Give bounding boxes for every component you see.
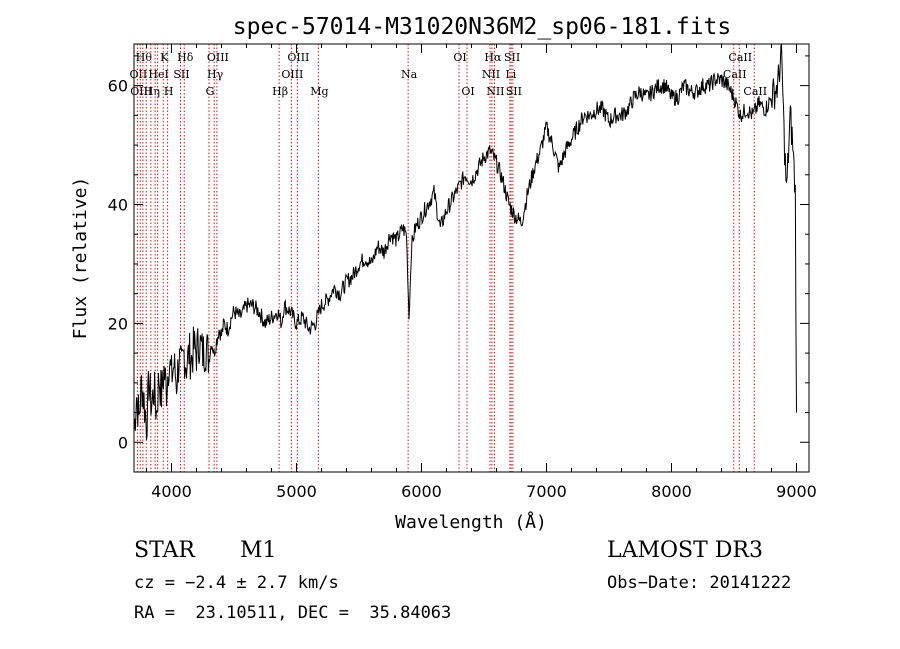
spectral-line-label: OIII [281,68,303,81]
spectral-lines-layer: OII OIII Hθ Hη HeI K H SII Hδ G Hγ OIII Hβ OIII OIII Mg… [130,44,767,472]
spectral-line-label: SII [504,51,520,64]
observation-date: Obs−Date: 20141222 [607,573,792,593]
y-tick-label: 60 [108,77,128,96]
spectral-line-label: Na [401,68,418,81]
y-axis-label: Flux (relative) [70,177,91,340]
x-tick-label: 9000 [776,482,817,501]
survey-name: LAMOST DR3 [607,538,763,563]
spectral-line-label: Hα [484,51,502,64]
x-tick-label: 8000 [651,482,692,501]
object-subclass: M1 [240,538,277,563]
y-tick-label: 0 [118,433,128,452]
spectral-line-label: CaII [728,51,752,64]
spectral-line-label: CaII [743,85,767,98]
spectral-line-label: OI [461,85,474,98]
spectral-line-label: OI [453,51,466,64]
axes-layer: 4000 5000 6000 7000 8000 9000 0 20 40 60 [108,44,817,501]
x-tick-label: 6000 [401,482,442,501]
x-axis-label: Wavelength (Å) [395,511,547,533]
spectral-line-label: Hβ [272,85,288,98]
series-layer [133,43,797,440]
object-class: STAR [134,538,195,563]
x-tick-label: 5000 [276,482,317,501]
spectral-line-label: G [206,85,215,98]
spectral-line-label: Hγ [207,68,224,81]
spectral-line-label: OIII [207,51,229,64]
y-tick-label: 20 [108,314,128,333]
spectral-line-label: Hθ [136,51,153,64]
coordinates: RA = 23.10511, DEC = 35.84063 [134,603,452,623]
x-tick-label: 7000 [526,482,567,501]
spectral-line-label: Mg [310,85,328,98]
plot-frame [133,43,810,473]
flux-series-line [133,43,797,440]
spectral-line-label: H [164,85,174,98]
spectral-line-label: Hη [144,85,160,98]
spectral-line-label: OII [130,68,148,81]
chart-title: spec-57014-M31020N36M2_sp06-181.fits [233,14,732,40]
spectral-line-label: OIII [130,85,152,98]
spectral-line-label: OIII [287,51,309,64]
spectral-line-label: K [160,51,169,64]
spectral-line-label: HeI [148,68,168,81]
spectral-line-label: NII [482,68,500,81]
spectral-line-label: CaII [723,68,747,81]
spectral-line-label: SII [506,85,522,98]
spectral-line-label: SII [173,68,189,81]
redshift-velocity: cz = −2.4 ± 2.7 km/s [134,573,339,593]
spectral-line-label: NII [486,85,504,98]
x-tick-label: 4000 [151,482,192,501]
spectral-line-label: Li [505,68,516,81]
spectral-line-label: Hδ [177,51,194,64]
y-tick-label: 40 [108,196,128,215]
